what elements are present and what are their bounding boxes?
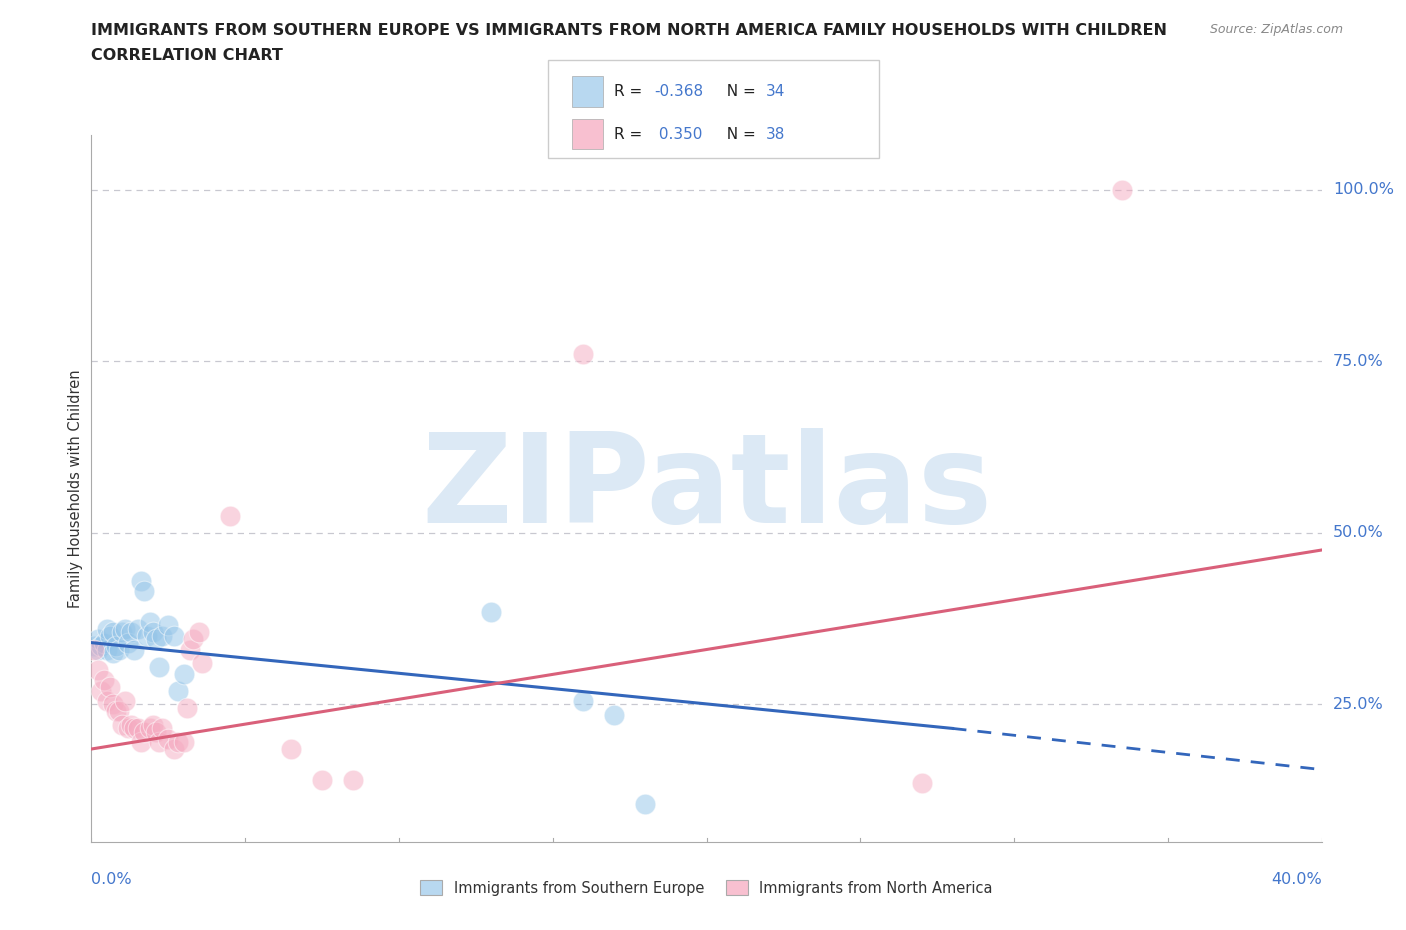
Point (157, 618, 180, 633)
Point (117, 635, 139, 650)
Point (117, 721, 139, 736)
Point (93, 635, 115, 650)
Point (163, 741, 186, 756)
Point (86, 642, 108, 657)
Point (132, 724, 155, 739)
Point (145, 631, 167, 646)
Point (111, 625, 134, 640)
Text: 38: 38 (766, 126, 786, 141)
Point (139, 615, 162, 630)
Point (191, 656, 214, 671)
Point (101, 625, 124, 640)
Point (120, 625, 142, 640)
Text: ZIPatlas: ZIPatlas (420, 428, 993, 549)
Point (114, 621, 136, 636)
Text: IMMIGRANTS FROM SOUTHERN EUROPE VS IMMIGRANTS FROM NORTH AMERICA FAMILY HOUSEHOL: IMMIGRANTS FROM SOUTHERN EUROPE VS IMMIG… (91, 23, 1167, 38)
Text: CORRELATION CHART: CORRELATION CHART (91, 48, 283, 63)
Point (166, 735, 188, 750)
Text: Source: ZipAtlas.com: Source: ZipAtlas.com (1209, 23, 1343, 36)
Point (603, 707, 626, 722)
Point (188, 625, 211, 640)
Point (96, 642, 118, 657)
Point (181, 631, 204, 646)
Point (105, 704, 127, 719)
Text: 100.0%: 100.0% (1333, 182, 1393, 197)
Point (90, 639, 112, 654)
Point (142, 718, 165, 733)
Point (1111, 182, 1133, 197)
Point (96, 694, 118, 709)
Text: 25.0%: 25.0% (1333, 697, 1384, 711)
Point (572, 694, 595, 709)
Point (148, 735, 170, 750)
Point (166, 684, 188, 698)
Text: 40.0%: 40.0% (1271, 872, 1322, 887)
Point (157, 731, 180, 746)
Point (127, 621, 149, 636)
Point (572, 347, 595, 362)
Point (132, 584, 155, 599)
Point (142, 625, 165, 640)
Text: 0.0%: 0.0% (91, 872, 132, 887)
Point (124, 642, 146, 657)
Point (83, 642, 105, 657)
Text: N =: N = (717, 126, 761, 141)
Text: 0.350: 0.350 (654, 126, 702, 141)
Point (311, 773, 333, 788)
Text: 34: 34 (766, 84, 786, 100)
Point (105, 639, 127, 654)
Point (111, 718, 134, 733)
Point (176, 700, 198, 715)
Text: N =: N = (717, 84, 761, 100)
Point (173, 735, 195, 750)
Point (114, 694, 136, 709)
Point (101, 697, 124, 711)
Point (173, 666, 195, 681)
Point (93, 673, 115, 688)
Text: R =: R = (614, 126, 648, 141)
Point (634, 796, 657, 811)
Point (148, 659, 170, 674)
Point (135, 629, 157, 644)
Y-axis label: Family Households with Children: Family Households with Children (67, 369, 83, 607)
Point (90, 684, 112, 698)
Point (86, 663, 108, 678)
Point (150, 721, 173, 736)
Legend: Immigrants from Southern Europe, Immigrants from North America: Immigrants from Southern Europe, Immigra… (415, 874, 998, 901)
Point (145, 724, 167, 739)
Point (86, 631, 108, 646)
Point (108, 642, 131, 657)
Point (124, 721, 146, 736)
Point (108, 704, 131, 719)
Text: -0.368: -0.368 (654, 84, 703, 100)
Point (101, 645, 124, 660)
Point (479, 604, 502, 619)
Point (218, 509, 240, 524)
Point (139, 721, 162, 736)
Point (163, 629, 186, 644)
Text: R =: R = (614, 84, 648, 100)
Point (179, 642, 201, 657)
Point (127, 721, 149, 736)
Point (129, 735, 152, 750)
Point (120, 718, 142, 733)
Text: 50.0%: 50.0% (1333, 525, 1384, 540)
Point (98, 629, 121, 644)
Point (280, 741, 302, 756)
Point (911, 776, 934, 790)
Point (98, 680, 121, 695)
Point (96, 621, 118, 636)
Point (83, 639, 105, 654)
Point (342, 773, 364, 788)
Text: 75.0%: 75.0% (1333, 353, 1384, 369)
Point (150, 629, 173, 644)
Point (129, 574, 152, 589)
